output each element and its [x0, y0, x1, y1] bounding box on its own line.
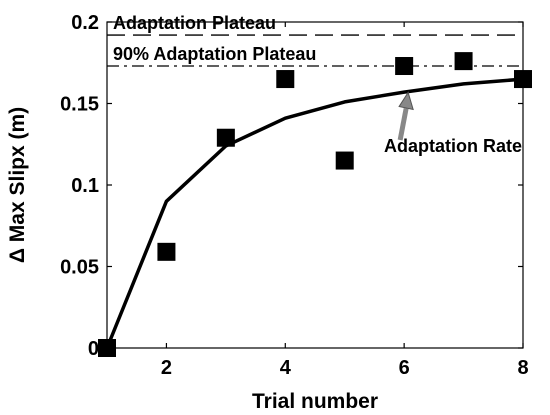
x-tick-label: 4 — [280, 357, 292, 379]
y-tick-label: 0.05 — [60, 257, 99, 279]
fit-curve-group — [105, 77, 524, 349]
y-tick-label: 0 — [88, 338, 99, 360]
x-axis-label: Trial number — [252, 390, 378, 413]
reference-lines — [107, 34, 523, 67]
fit-curve — [105, 77, 524, 349]
reference-line-label-2: 90% Adaptation Plateau — [113, 44, 316, 64]
reference-line-label-1: Adaptation Plateau — [113, 13, 276, 33]
data-point — [157, 242, 176, 261]
data-points — [98, 52, 532, 357]
labels: Trial number Δ Max Slipx (m) Adaptation Pl… — [6, 13, 522, 413]
annotation-arrow-shaft — [397, 107, 409, 141]
plot-frame — [106, 21, 524, 349]
x-tick-label: 8 — [517, 357, 528, 379]
data-point — [514, 70, 532, 89]
axes: 2 4 6 8 0 0.05 0.1 0.15 0.2 — [60, 12, 529, 379]
x-tick-label: 2 — [161, 357, 172, 379]
annotation-label: Adaptation Rate — [384, 136, 522, 156]
y-tick-label: 0.2 — [71, 12, 99, 34]
data-point — [335, 151, 354, 170]
x-tick-label: 6 — [399, 357, 410, 379]
data-point — [276, 70, 295, 89]
data-point — [98, 339, 116, 357]
annotation-arrow-head — [398, 91, 414, 111]
data-point — [216, 128, 235, 147]
data-point — [395, 57, 414, 76]
y-tick-label: 0.15 — [60, 94, 99, 116]
y-axis-label: Δ Max Slipx (m) — [6, 107, 29, 263]
data-point — [454, 52, 473, 71]
y-tick-label: 0.1 — [71, 175, 99, 197]
